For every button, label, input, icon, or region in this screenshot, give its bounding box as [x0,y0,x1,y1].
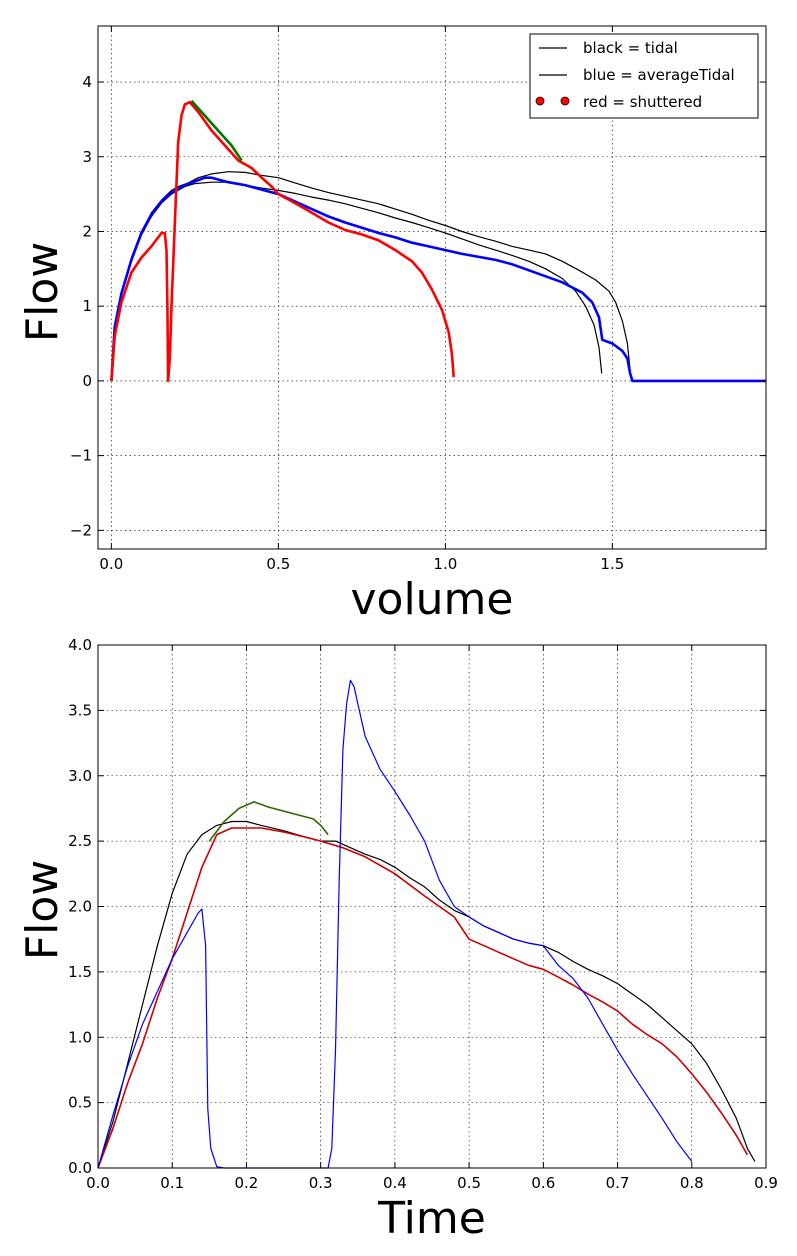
series-line-2 [110,171,632,381]
x-axis-label-bottom: Time [377,1193,486,1244]
y-tick-label: 0.5 [68,1094,92,1112]
x-axis-label-top: volume [350,574,513,625]
y-tick-label: 3.0 [68,767,92,785]
series-bottom [97,679,756,1169]
series-top [110,99,766,383]
y-tick-label: 3.5 [68,701,92,719]
x-tick-label: 1.0 [433,555,457,573]
y-tick-label: 1 [82,297,92,315]
legend-dot-shuttered-2 [560,96,570,106]
chart-flow-vs-volume: 0.0 0.5 1.0 1.5 −2 −1 0 1 2 3 4 volume Flow black … [17,25,767,625]
y-tick-label: 4 [82,73,92,91]
chart-flow-vs-time: 0.0 0.1 0.2 0.3 0.4 0.5 0.6 0.7 0.8 0.9 0.0 0.5 1.0 1… [17,636,778,1244]
series-line-1 [97,820,756,1169]
series-line-4 [110,100,455,383]
legend-label-shuttered: red = shuttered [583,93,702,111]
x-tick-label: 0.2 [235,1174,259,1192]
series-line-3 [110,176,766,383]
grid-top [98,26,766,549]
ticks-bottom: 0.0 0.1 0.2 0.3 0.4 0.5 0.6 0.7 0.8 0.9 0.0 0.5 1.0 1… [68,636,778,1192]
legend-label-average-tidal: blue = averageTidal [583,66,735,84]
y-tick-label: −1 [70,447,92,465]
y-tick-label: −2 [70,521,92,539]
x-tick-label: 0.4 [383,1174,407,1192]
x-tick-label: 0.0 [99,555,123,573]
x-tick-label: 0.7 [606,1174,630,1192]
y-tick-label: 0.0 [68,1159,92,1177]
series-line-4 [97,679,693,1169]
y-axis-label-top: Flow [17,242,68,342]
series-line-2 [97,827,749,1169]
series-line-3 [208,801,329,842]
y-axis-label-bottom: Flow [17,860,68,960]
ticks-top: 0.0 0.5 1.0 1.5 −2 −1 0 1 2 3 4 [70,26,766,573]
y-tick-label: 4.0 [68,636,92,654]
x-tick-label: 0.1 [160,1174,184,1192]
y-tick-label: 3 [82,148,92,166]
y-tick-label: 1.5 [68,963,92,981]
y-tick-label: 1.0 [68,1028,92,1046]
x-tick-label: 0.0 [86,1174,110,1192]
y-tick-label: 2 [82,222,92,240]
x-tick-label: 0.6 [531,1174,555,1192]
y-tick-label: 0 [82,372,92,390]
x-tick-label: 0.5 [457,1174,481,1192]
x-tick-label: 1.5 [600,555,624,573]
y-tick-label: 2.0 [68,898,92,916]
x-tick-label: 0.8 [680,1174,704,1192]
x-tick-label: 0.5 [266,555,290,573]
x-tick-label: 0.9 [754,1174,778,1192]
x-tick-label: 0.3 [309,1174,333,1192]
series-line-5 [190,99,243,162]
y-tick-label: 2.5 [68,832,92,850]
legend-dot-shuttered-1 [535,96,545,106]
legend: black = tidal blue = averageTidal red = … [529,33,759,119]
plot-frame-top [97,25,767,550]
legend-label-tidal: black = tidal [583,39,678,57]
